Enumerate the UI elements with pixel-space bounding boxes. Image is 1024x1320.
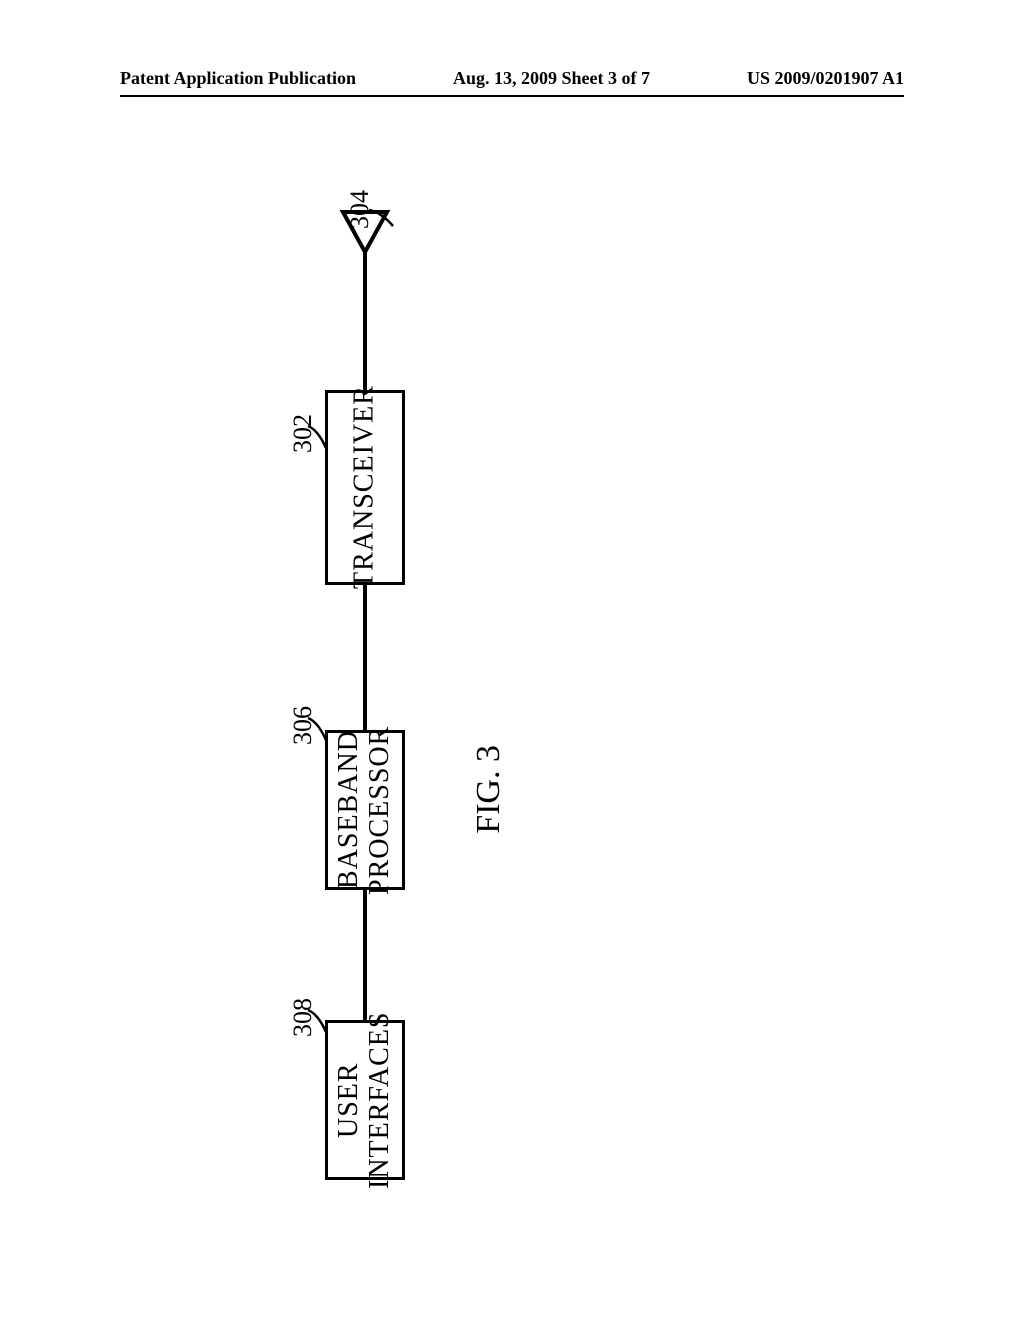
tr-label: TRANSCEIVER — [350, 386, 381, 590]
page-header: Patent Application Publication Aug. 13, … — [120, 68, 904, 89]
user-interfaces-block: USER INTERFACES — [325, 1020, 405, 1180]
connector-bp-tr — [363, 585, 367, 730]
lead-line-304 — [367, 208, 397, 232]
connector-ui-bp — [363, 890, 367, 1020]
baseband-processor-block: BASEBAND PROCESSOR — [325, 730, 405, 890]
lead-line-306 — [306, 716, 334, 742]
bp-label-2: PROCESSOR — [365, 725, 396, 894]
figure-label: FIG. 3 — [470, 745, 508, 834]
header-left: Patent Application Publication — [120, 68, 356, 89]
ui-label-2: INTERFACES — [365, 1011, 396, 1189]
ui-label-1: USER — [334, 1062, 365, 1138]
lead-line-308 — [306, 1008, 334, 1034]
connector-tr-antenna — [363, 262, 367, 390]
header-right: US 2009/0201907 A1 — [747, 68, 904, 89]
block-diagram: USER INTERFACES 308 BASEBAND PROCESSOR 3… — [180, 190, 660, 1170]
header-middle: Aug. 13, 2009 Sheet 3 of 7 — [453, 68, 650, 89]
lead-line-302 — [306, 424, 334, 450]
bp-label-1: BASEBAND — [334, 731, 365, 890]
transceiver-block: TRANSCEIVER — [325, 390, 405, 585]
header-rule — [120, 95, 904, 97]
